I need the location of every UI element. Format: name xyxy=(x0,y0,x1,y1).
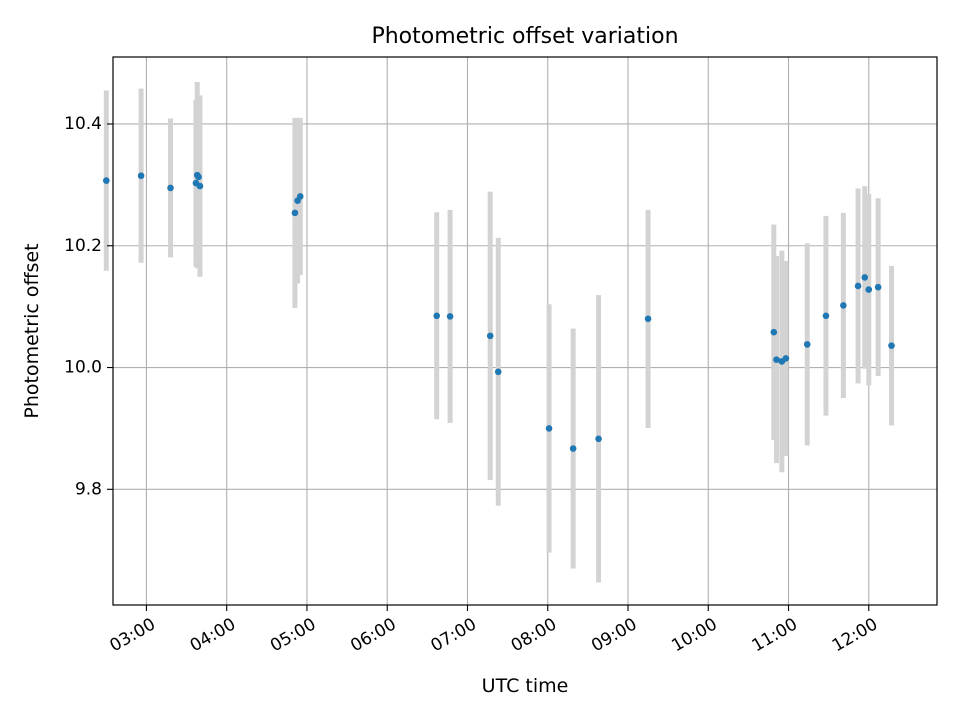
data-point xyxy=(433,312,441,320)
data-point xyxy=(770,328,778,336)
data-point xyxy=(803,341,811,348)
data-point xyxy=(569,445,577,452)
data-point xyxy=(822,312,830,320)
data-point xyxy=(446,313,454,320)
y-tick-label: 10.2 xyxy=(64,236,102,256)
x-axis-label: UTC time xyxy=(482,675,569,697)
data-point xyxy=(861,274,869,281)
y-axis-label: Photometric offset xyxy=(21,243,43,418)
data-point xyxy=(595,435,602,443)
data-point xyxy=(195,173,202,181)
data-point xyxy=(486,332,494,340)
data-point xyxy=(137,172,145,180)
data-point xyxy=(782,355,790,362)
data-point xyxy=(874,283,882,291)
data-point xyxy=(494,368,502,376)
y-tick-label: 10.0 xyxy=(64,358,102,378)
plot-area-frame xyxy=(112,56,938,606)
data-point xyxy=(167,184,174,192)
chart-title: Photometric offset variation xyxy=(371,24,678,49)
data-point xyxy=(854,282,862,290)
data-point xyxy=(888,342,895,349)
data-point xyxy=(865,286,873,293)
data-point xyxy=(103,177,110,184)
data-point xyxy=(291,209,299,217)
data-point-layer xyxy=(103,171,895,452)
y-axis-ticks: 9.8 10.0 10.2 10.4 xyxy=(64,114,113,499)
data-point xyxy=(773,356,780,363)
data-point xyxy=(196,182,204,190)
data-point xyxy=(840,302,847,309)
data-point xyxy=(296,193,304,200)
data-point xyxy=(545,425,553,432)
data-point xyxy=(644,315,652,323)
y-tick-label: 9.8 xyxy=(75,479,102,499)
y-tick-label: 10.4 xyxy=(64,114,102,134)
